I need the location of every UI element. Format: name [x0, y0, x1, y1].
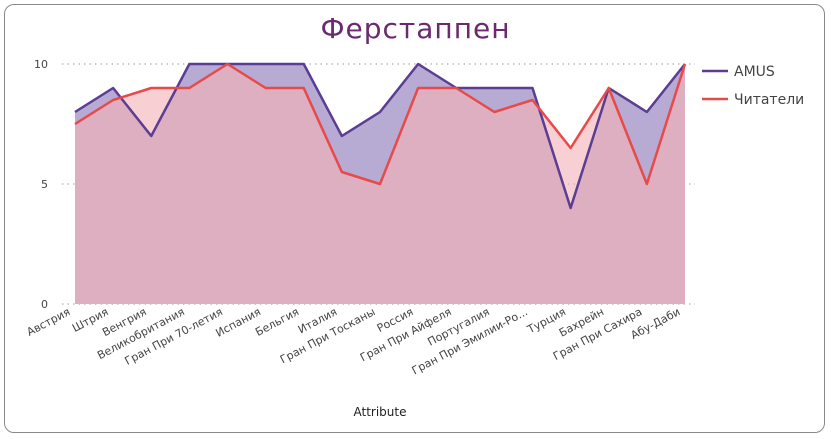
legend-label: Читатели [734, 92, 804, 108]
legend-item[interactable]: AMUS [702, 64, 775, 80]
x-axis-title: Attribute [354, 405, 407, 419]
legend[interactable]: AMUS Читатели [702, 64, 804, 108]
y-tick-label: 0 [41, 298, 48, 311]
x-tick-label: Австрия [25, 305, 73, 339]
y-tick-label: 5 [41, 178, 48, 191]
y-axis: 0 5 10 [34, 58, 48, 311]
x-tick-label: Бельгия [253, 305, 301, 339]
y-tick-label: 10 [34, 58, 48, 71]
series-lines [74, 62, 687, 210]
legend-item[interactable]: Читатели [702, 92, 804, 108]
chart-title: Ферстаппен [320, 12, 511, 45]
series-line[interactable] [74, 62, 687, 186]
legend-label: AMUS [734, 64, 775, 80]
